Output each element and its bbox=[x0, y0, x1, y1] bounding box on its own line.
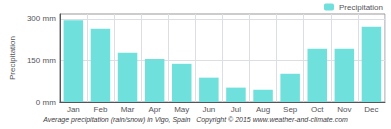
svg-text:May: May bbox=[174, 105, 189, 114]
svg-text:0 mm: 0 mm bbox=[36, 98, 56, 107]
svg-text:Feb: Feb bbox=[94, 105, 108, 114]
svg-text:Sep: Sep bbox=[283, 105, 298, 114]
svg-text:Precipitation: Precipitation bbox=[339, 3, 383, 12]
svg-text:300 mm: 300 mm bbox=[27, 14, 56, 23]
svg-text:Nov: Nov bbox=[337, 105, 351, 114]
svg-text:Precipitation: Precipitation bbox=[8, 36, 17, 80]
svg-text:150 mm: 150 mm bbox=[27, 56, 56, 65]
svg-text:Aug: Aug bbox=[256, 105, 270, 114]
svg-text:Oct: Oct bbox=[311, 105, 324, 114]
svg-text:Dec: Dec bbox=[364, 105, 378, 114]
svg-text:Jul: Jul bbox=[231, 105, 241, 114]
svg-text:Mar: Mar bbox=[121, 105, 135, 114]
svg-text:Jan: Jan bbox=[67, 105, 80, 114]
svg-text:Average precipitation (rain/sn: Average precipitation (rain/snow) in Vig… bbox=[42, 116, 348, 124]
svg-text:Jun: Jun bbox=[202, 105, 215, 114]
svg-text:Apr: Apr bbox=[148, 105, 161, 114]
